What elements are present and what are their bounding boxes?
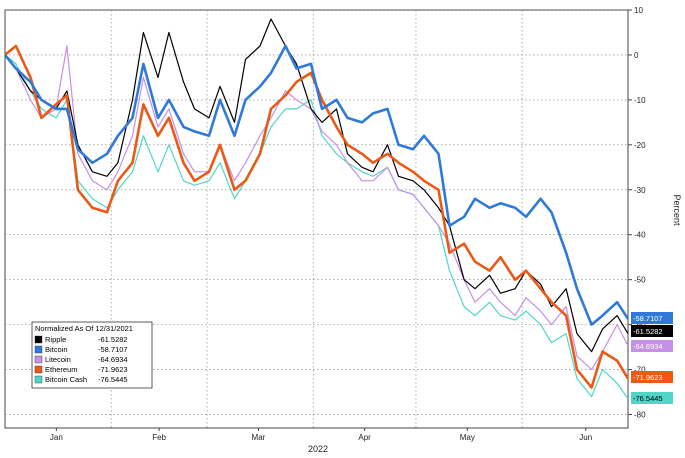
y-tick-label: -10: [634, 96, 646, 105]
end-label-value: -76.5445: [633, 394, 663, 403]
end-label-box: [631, 392, 673, 404]
end-label-box: [631, 340, 673, 352]
y-tick-label: 0: [634, 51, 639, 60]
legend-swatch: [34, 365, 43, 374]
plot-frame: [4, 9, 629, 429]
legend-series-name: Bitcoin: [45, 345, 68, 354]
end-label-value: -64.6934: [633, 342, 663, 351]
y-tick-label: -50: [634, 276, 646, 285]
series-line-bitcoin: [3, 44, 630, 326]
end-label-value: -58.7107: [633, 314, 663, 323]
y-tick-label: -30: [634, 186, 646, 195]
end-label-bitcoin: -58.7107: [631, 312, 673, 324]
x-tick-label: Apr: [358, 433, 371, 442]
legend-series-name: Ripple: [45, 335, 66, 344]
x-tick-label: Jun: [579, 433, 592, 442]
legend-swatch: [34, 335, 43, 344]
legend-item-bitcoin-cash: Bitcoin Cash -76.5445: [34, 375, 128, 384]
legend-swatch: [34, 345, 43, 354]
series-line-ripple: [4, 18, 629, 353]
x-axis-title: 2022: [308, 444, 328, 454]
legend-item-litecoin: Litecoin -64.6934: [34, 355, 128, 364]
legend-box: [31, 321, 153, 389]
x-tick-label: Mar: [252, 433, 266, 442]
end-label-ripple: -61.5282: [631, 325, 673, 337]
legend-title: Normalized As Of 12/31/2021: [35, 324, 133, 333]
legend-swatch: [34, 355, 43, 364]
y-axis-title: Percent: [672, 194, 682, 226]
end-label-box: [631, 325, 673, 337]
x-tick-label: May: [460, 433, 475, 442]
y-tick-label: -20: [634, 141, 646, 150]
x-tick-label: Feb: [152, 433, 166, 442]
y-tick-label: -70: [634, 366, 646, 375]
gridlines: [4, 9, 629, 429]
legend-series-value: -61.5282: [98, 335, 128, 344]
x-axis: Jan Feb Mar Apr May Jun: [50, 428, 592, 442]
legend-swatch: [34, 375, 43, 384]
y-axis: 100-10-20-30-40-50-60-70-80: [628, 6, 646, 420]
end-label-bitcoin-cash: -76.5445: [631, 392, 673, 404]
y-tick-label: -40: [634, 231, 646, 240]
y-tick-label: -80: [634, 411, 646, 420]
x-tick-label: Jan: [50, 433, 63, 442]
end-label-litecoin: -64.6934: [631, 340, 673, 352]
legend-series-value: -58.7107: [98, 345, 128, 354]
end-label-box: [631, 312, 673, 324]
legend-item-ethereum: Ethereum -71.9623: [34, 365, 128, 374]
end-label-value: -71.9623: [633, 373, 663, 382]
end-label-box: [631, 371, 673, 383]
legend-series-name: Bitcoin Cash: [45, 375, 87, 384]
end-label-value: -61.5282: [633, 327, 663, 336]
legend-series-value: -64.6934: [98, 355, 128, 364]
end-label-ethereum: -71.9623: [631, 371, 673, 383]
legend-series-value: -71.9623: [98, 365, 128, 374]
legend-series-name: Litecoin: [45, 355, 71, 364]
series-lines: [3, 18, 630, 400]
legend: Normalized As Of 12/31/2021 Ripple -61.528…: [31, 321, 153, 389]
legend-series-name: Ethereum: [45, 365, 78, 374]
legend-item-ripple: Ripple -61.5282: [34, 335, 128, 344]
series-line-litecoin: [4, 45, 629, 371]
end-value-labels: -58.7107 -61.5282 -64.6934 -71.9623 -76.5445: [631, 312, 673, 404]
y-tick-label: 10: [634, 6, 643, 15]
legend-series-value: -76.5445: [98, 375, 128, 384]
legend-item-bitcoin: Bitcoin -58.7107: [34, 345, 128, 354]
